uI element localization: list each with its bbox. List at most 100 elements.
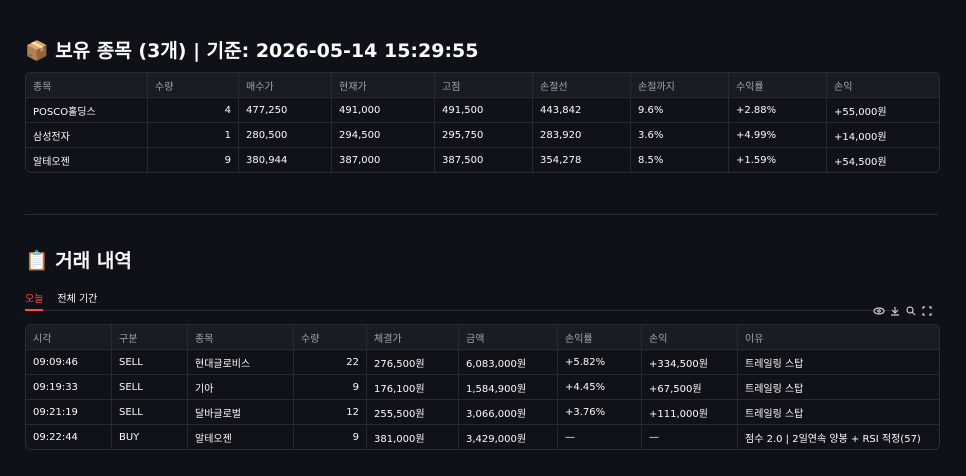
table-cell: 387,000	[332, 148, 435, 172]
holdings-title: 📦 보유 종목 (3개) | 기준: 2026-05-14 15:29:55	[25, 40, 479, 62]
table-cell: 현대글로비스	[188, 350, 294, 375]
table-cell: 9.6%	[631, 98, 729, 123]
table-cell: +3.76%	[558, 400, 642, 425]
table-cell: +4.99%	[729, 123, 827, 148]
table-cell: +1.59%	[729, 148, 827, 172]
table-cell: 기아	[188, 375, 294, 400]
column-header: 수량	[148, 73, 239, 98]
view-icon[interactable]	[873, 307, 885, 315]
column-header: 현재가	[332, 73, 435, 98]
column-header: 시각	[26, 325, 112, 350]
column-header: 구분	[112, 325, 188, 350]
search-icon[interactable]	[906, 306, 916, 316]
table-cell: 09:21:19	[26, 400, 112, 425]
table-cell: 3,066,000원	[459, 400, 558, 425]
table-cell: +4.45%	[558, 375, 642, 400]
table-cell: +2.88%	[729, 98, 827, 123]
table-cell: +111,000원	[642, 400, 738, 425]
table-cell: 255,500원	[367, 400, 459, 425]
table-cell: 491,000	[332, 98, 435, 123]
table-cell: 알테오젠	[188, 425, 294, 449]
divider	[25, 214, 938, 215]
tab-highlight	[25, 309, 43, 311]
table-cell: 294,500	[332, 123, 435, 148]
table-cell: 트레일링 스탑	[738, 400, 939, 425]
table-cell: 491,500	[435, 98, 533, 123]
table-cell: 09:19:33	[26, 375, 112, 400]
tab[interactable]: 오늘	[25, 294, 44, 305]
tab-rule	[25, 310, 890, 311]
column-header: 손익	[642, 325, 738, 350]
download-icon[interactable]	[891, 307, 899, 316]
table-cell: 477,250	[239, 98, 332, 123]
table-cell: 280,500	[239, 123, 332, 148]
table-cell: 276,500원	[367, 350, 459, 375]
table-cell: 9	[294, 425, 367, 449]
table-row: 09:09:46 SELL 현대글로비스 22 276,500원 6,083,000원 +5…	[26, 350, 939, 375]
table-cell: +334,500원	[642, 350, 738, 375]
table-cell: POSCO홀딩스	[26, 98, 148, 123]
table-cell: 09:09:46	[26, 350, 112, 375]
table-cell: 8.5%	[631, 148, 729, 172]
column-header: 금액	[459, 325, 558, 350]
column-header: 손익률	[558, 325, 642, 350]
table-cell: 알테오젠	[26, 148, 148, 172]
tabs: 오늘 전체 기간	[25, 290, 111, 305]
table-cell: BUY	[112, 425, 188, 449]
table-toolbar	[873, 306, 932, 316]
column-header: 수량	[294, 325, 367, 350]
table-cell: 트레일링 스탑	[738, 350, 939, 375]
table-cell: 3,429,000원	[459, 425, 558, 449]
table-cell: +54,500원	[827, 148, 939, 172]
table-cell: 381,000원	[367, 425, 459, 449]
header-row: 시각 구분 종목 수량 체결가 금액 손익률 손익 이유	[26, 325, 939, 350]
table-cell: 1	[148, 123, 239, 148]
table-row: 09:21:19 SELL 달바글로벌 12 255,500원 3,066,000원 +3.…	[26, 400, 939, 425]
table-cell: —	[642, 425, 738, 449]
column-header: 손절선	[533, 73, 631, 98]
table-cell: 354,278	[533, 148, 631, 172]
table-cell: SELL	[112, 375, 188, 400]
table-cell: 176,100원	[367, 375, 459, 400]
column-header: 종목	[188, 325, 294, 350]
table-cell: SELL	[112, 400, 188, 425]
column-header: 수익률	[729, 73, 827, 98]
column-header: 체결가	[367, 325, 459, 350]
table-row: 알테오젠 9 380,944 387,000 387,500 354,278 8.5% +1.…	[26, 148, 939, 172]
table-cell: —	[558, 425, 642, 449]
table-row: 09:19:33 SELL 기아 9 176,100원 1,584,900원 +4.45% +…	[26, 375, 939, 400]
table-cell: 6,083,000원	[459, 350, 558, 375]
table-cell: 점수 2.0 | 2일연속 양봉 + RSI 적정(57)	[738, 425, 939, 449]
table-cell: 9	[148, 148, 239, 172]
fullscreen-icon[interactable]	[922, 306, 932, 316]
table-cell: +55,000원	[827, 98, 939, 123]
table-cell: +67,500원	[642, 375, 738, 400]
table-cell: 1,584,900원	[459, 375, 558, 400]
column-header: 이유	[738, 325, 939, 350]
table-cell: 387,500	[435, 148, 533, 172]
table-cell: 삼성전자	[26, 123, 148, 148]
table-row: 09:22:44 BUY 알테오젠 9 381,000원 3,429,000원 — — 점수 2…	[26, 425, 939, 449]
table-row: 삼성전자 1 280,500 294,500 295,750 283,920 3.6% +4.…	[26, 123, 939, 148]
column-header: 종목	[26, 73, 148, 98]
table-cell: 4	[148, 98, 239, 123]
header-row: 종목 수량 매수가 현재가 고점 손절선 손절까지 수익률 손익	[26, 73, 939, 98]
table-cell: 09:22:44	[26, 425, 112, 449]
tab[interactable]: 전체 기간	[57, 294, 98, 305]
table-cell: 9	[294, 375, 367, 400]
column-header: 손절까지	[631, 73, 729, 98]
table-row: POSCO홀딩스 4 477,250 491,000 491,500 443,842 9.6…	[26, 98, 939, 123]
holdings-table: 종목 수량 매수가 현재가 고점 손절선 손절까지 수익률 손익 POSCO홀딩스 4 477,250…	[25, 72, 940, 173]
trades-title: 📋 거래 내역	[25, 250, 132, 272]
table-cell: 443,842	[533, 98, 631, 123]
table-cell: SELL	[112, 350, 188, 375]
table-cell: 달바글로벌	[188, 400, 294, 425]
table-cell: 283,920	[533, 123, 631, 148]
column-header: 매수가	[239, 73, 332, 98]
column-header: 고점	[435, 73, 533, 98]
table-cell: 3.6%	[631, 123, 729, 148]
table-cell: +14,000원	[827, 123, 939, 148]
table-cell: 295,750	[435, 123, 533, 148]
column-header: 손익	[827, 73, 939, 98]
